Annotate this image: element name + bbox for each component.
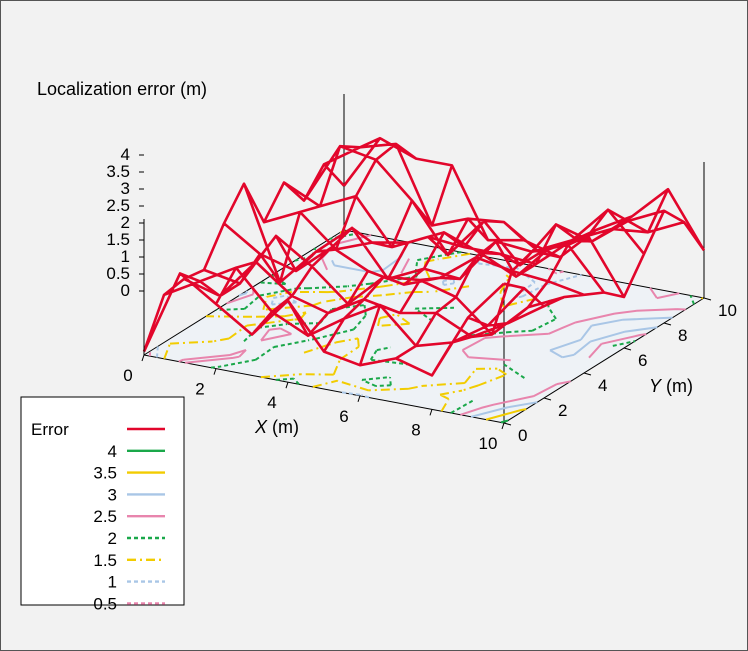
y-tick-label: 10	[718, 301, 737, 320]
z-tick-label: 4	[121, 145, 130, 164]
z-tick-label: 2.5	[106, 196, 130, 215]
y-tick-label: 6	[638, 351, 647, 370]
x-axis-symbol: X	[254, 417, 268, 437]
x-tick-mark	[285, 382, 289, 389]
x-tick-label: 8	[411, 420, 420, 439]
contour-level-3	[238, 250, 673, 418]
x-tick-mark	[429, 409, 433, 416]
error-surface-mesh	[142, 136, 706, 377]
floor-plane	[144, 230, 704, 423]
legend-label: 2.5	[93, 507, 117, 526]
contour-level-3-5	[485, 408, 527, 421]
legend: Error 4 3.5 3 2.5 2 1.5 1 0.5	[20, 396, 185, 613]
z-tick-label: 1	[121, 247, 130, 266]
y-axis-unit: (m)	[661, 376, 693, 396]
floor-edge	[503, 297, 705, 424]
x-tick-mark	[213, 368, 217, 375]
legend-label: 2	[108, 529, 117, 548]
contour-level-4	[500, 419, 509, 424]
contour-level-2-5	[178, 234, 686, 416]
y-tick-mark	[583, 372, 592, 376]
z-tick-label: 2	[121, 213, 130, 232]
y-tick-label: 4	[598, 376, 607, 395]
x-tick-label: 10	[479, 434, 498, 453]
y-axis-symbol: Y	[649, 376, 663, 396]
x-tick-mark	[141, 354, 145, 362]
z-tick-label: 1.5	[106, 230, 130, 249]
x-tick-mark	[357, 395, 361, 402]
z-tick-label: 0.5	[106, 264, 130, 283]
floor-edge	[143, 354, 505, 424]
legend-label: 3	[108, 485, 117, 504]
legend-label: 1.5	[93, 551, 117, 570]
floor-edge	[143, 229, 345, 356]
x-tick-label: 4	[267, 393, 276, 412]
z-tick-label: 0	[121, 281, 130, 300]
error-surface-wireframe	[142, 136, 706, 377]
y-tick-mark	[623, 347, 632, 351]
x-tick-label: 0	[123, 366, 132, 385]
z-tick-label: 3.5	[106, 162, 130, 181]
x-axis-label: X (m)	[254, 417, 299, 437]
y-tick-mark	[703, 297, 712, 301]
z-tick-label: 3	[121, 179, 130, 198]
x-tick-label: 6	[339, 407, 348, 426]
legend-label: 1	[108, 573, 117, 592]
x-tick-label: 2	[195, 380, 204, 399]
legend-label: 4	[108, 442, 117, 461]
x-tick-mark	[501, 422, 505, 430]
contour-level-0-5	[148, 267, 564, 357]
legend-label: 0.5	[93, 594, 117, 613]
z-axis-title: Localization error (m)	[37, 79, 207, 99]
y-tick-label: 2	[558, 401, 567, 420]
y-tick-mark	[663, 322, 672, 326]
y-tick-mark	[503, 422, 512, 426]
legend-label: Error	[31, 420, 69, 439]
legend-box	[20, 396, 185, 606]
y-tick-label: 8	[678, 326, 687, 345]
contour-level-1	[156, 255, 582, 399]
y-axis-label: Y (m)	[649, 376, 693, 396]
y-tick-label: 0	[518, 426, 527, 445]
legend-label: 3.5	[93, 464, 117, 483]
y-tick-mark	[543, 397, 552, 401]
x-axis-unit: (m)	[267, 417, 299, 437]
